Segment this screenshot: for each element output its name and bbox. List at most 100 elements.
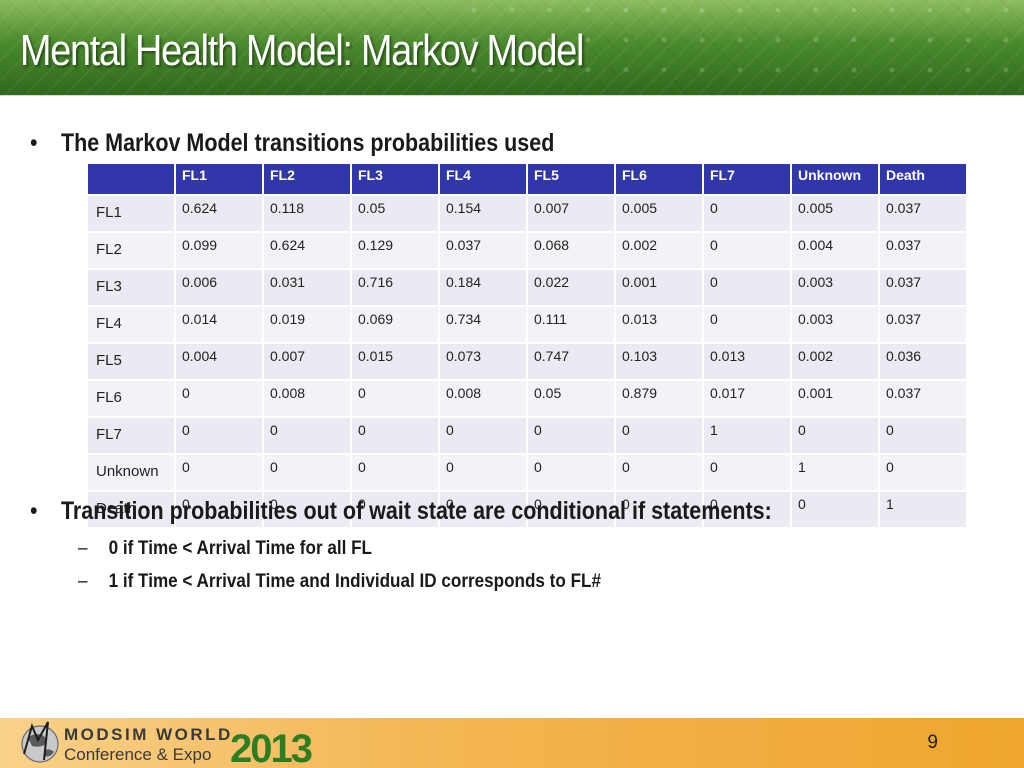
probability-cell: 0: [616, 492, 702, 527]
probability-cell: 0.006: [176, 270, 262, 305]
probability-cell: 0.099: [176, 233, 262, 268]
probability-cell: 0.716: [352, 270, 438, 305]
table-row: FL1 0.624 0.118 0.05 0.154 0.007 0.005 0 0.005 0.…: [88, 196, 966, 231]
logo-year: 2013: [230, 727, 312, 766]
probability-cell: 0: [264, 492, 350, 527]
probability-cell: 0.001: [792, 381, 878, 416]
header-cell-fl7: FL7: [704, 164, 790, 194]
probability-cell: 0.005: [616, 196, 702, 231]
probability-cell: 0.007: [528, 196, 614, 231]
probability-cell: 0: [264, 455, 350, 490]
bullet-text: Transition probabilities out of wait sta…: [60, 497, 772, 525]
probability-cell: 0.037: [880, 233, 966, 268]
probability-cell: 0: [704, 196, 790, 231]
probability-cell: 0.111: [528, 307, 614, 342]
row-label: FL6: [88, 381, 174, 416]
footer-bar: [0, 718, 1024, 768]
bullet-text: The Markov Model transitions probabiliti…: [60, 129, 555, 157]
probability-cell: 0: [704, 307, 790, 342]
row-label: Unknown: [88, 455, 174, 490]
probability-cell: 0.008: [440, 381, 526, 416]
probability-cell: 0: [792, 492, 878, 527]
probability-cell: 0: [704, 270, 790, 305]
probability-cell: 0.129: [352, 233, 438, 268]
probability-cell: 0: [352, 418, 438, 453]
logo-line2: Conference & Expo: [64, 745, 211, 764]
probability-cell: 0.05: [528, 381, 614, 416]
probability-cell: 0.073: [440, 344, 526, 379]
probability-cell: 0.003: [792, 307, 878, 342]
probability-cell: 0.005: [792, 196, 878, 231]
probability-cell: 0.037: [440, 233, 526, 268]
probability-cell: 0.069: [352, 307, 438, 342]
probability-cell: 0: [264, 418, 350, 453]
probability-cell: 0.013: [616, 307, 702, 342]
header-cell-corner: [88, 164, 174, 194]
header-cell-fl5: FL5: [528, 164, 614, 194]
header-cell-fl4: FL4: [440, 164, 526, 194]
probability-cell: 0: [528, 492, 614, 527]
probability-cell: 0: [704, 455, 790, 490]
probability-cell: 0.624: [176, 196, 262, 231]
header-cell-fl1: FL1: [176, 164, 262, 194]
probability-cell: 0.001: [616, 270, 702, 305]
table-row: FL4 0.014 0.019 0.069 0.734 0.111 0.013 0 0.003 0…: [88, 307, 966, 342]
probability-cell: 0.002: [616, 233, 702, 268]
probability-cell: 0.014: [176, 307, 262, 342]
dash-glyph: –: [78, 538, 88, 559]
probability-cell: 0: [176, 418, 262, 453]
probability-cell: 0.007: [264, 344, 350, 379]
transition-matrix-table: FL1 FL2 FL3 FL4 FL5 FL6 FL7 Unknown Deat…: [86, 162, 968, 529]
probability-cell: 0.037: [880, 196, 966, 231]
probability-cell: 0.022: [528, 270, 614, 305]
title-banner: [0, 0, 1024, 96]
probability-cell: 0: [616, 418, 702, 453]
table-row: FL2 0.099 0.624 0.129 0.037 0.068 0.002 0 0.004 0…: [88, 233, 966, 268]
bullet-wait-state: • Transition probabilities out of wait st…: [30, 497, 772, 526]
bullet-transitions: • The Markov Model transitions probabilit…: [30, 129, 554, 158]
probability-cell: 0: [880, 418, 966, 453]
probability-cell: 0: [528, 455, 614, 490]
probability-cell: 0.003: [792, 270, 878, 305]
probability-cell: 0: [176, 492, 262, 527]
probability-cell: 0.037: [880, 307, 966, 342]
row-label: FL2: [88, 233, 174, 268]
probability-cell: 0.002: [792, 344, 878, 379]
probability-cell: 0: [440, 455, 526, 490]
row-label: FL7: [88, 418, 174, 453]
probability-cell: 0: [352, 455, 438, 490]
probability-cell: 0.037: [880, 381, 966, 416]
probability-cell: 0.017: [704, 381, 790, 416]
probability-cell: 0.036: [880, 344, 966, 379]
probability-cell: 0.008: [264, 381, 350, 416]
probability-cell: 0: [352, 381, 438, 416]
table-row: Death 0 0 0 0 0 0 0 0 1: [88, 492, 966, 527]
header-cell-death: Death: [880, 164, 966, 194]
table-row: FL5 0.004 0.007 0.015 0.073 0.747 0.103 0.013 0.…: [88, 344, 966, 379]
subbullet-text: 0 if Time < Arrival Time for all FL: [108, 538, 373, 559]
logo-line1: MODSIM WORLD: [64, 725, 233, 744]
globe-icon: [21, 721, 59, 763]
probability-cell: 0: [176, 381, 262, 416]
probability-cell: 0.05: [352, 196, 438, 231]
probability-cell: 0.031: [264, 270, 350, 305]
header-cell-fl2: FL2: [264, 164, 350, 194]
probability-cell: 0.747: [528, 344, 614, 379]
table-header-row: FL1 FL2 FL3 FL4 FL5 FL6 FL7 Unknown Deat…: [88, 164, 966, 194]
row-label: FL1: [88, 196, 174, 231]
probability-cell: 1: [704, 418, 790, 453]
row-label: FL4: [88, 307, 174, 342]
probability-cell: 0: [792, 418, 878, 453]
probability-cell: 0: [616, 455, 702, 490]
page-number: 9: [927, 732, 938, 753]
row-label: FL3: [88, 270, 174, 305]
probability-cell: 0: [704, 233, 790, 268]
table-row: FL7 0 0 0 0 0 0 1 0 0: [88, 418, 966, 453]
probability-cell: 0: [176, 455, 262, 490]
probability-cell: 0: [880, 455, 966, 490]
probability-cell: 0.103: [616, 344, 702, 379]
subbullet-text: 1 if Time < Arrival Time and Individual …: [108, 571, 601, 592]
probability-cell: 0.015: [352, 344, 438, 379]
probability-cell: 0.013: [704, 344, 790, 379]
probability-cell: 0: [704, 492, 790, 527]
